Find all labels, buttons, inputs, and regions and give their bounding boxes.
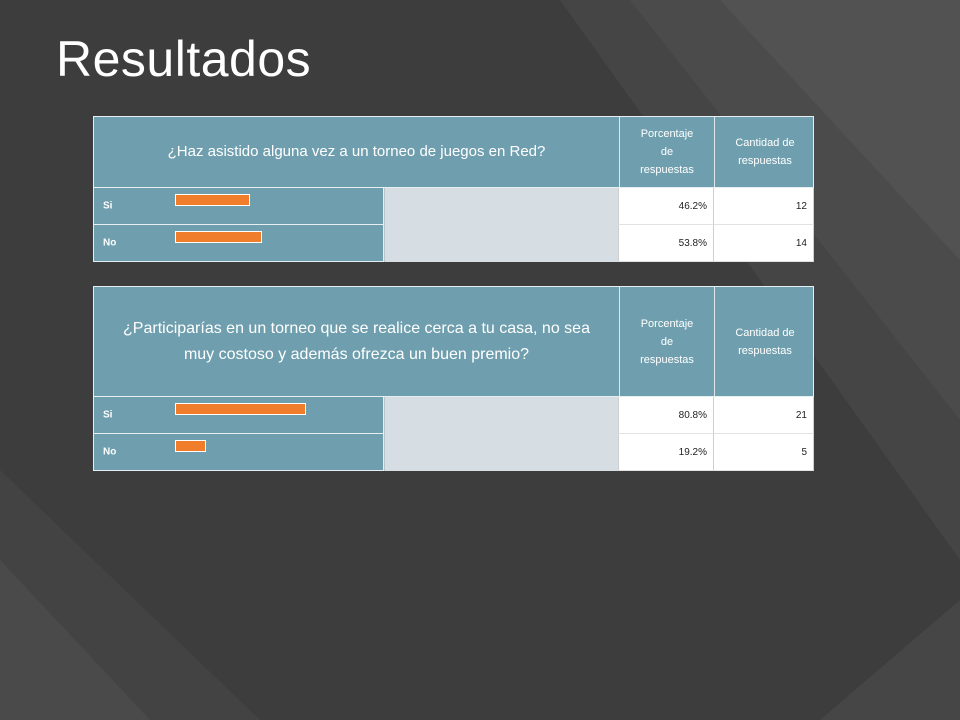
column-header-percentage: Porcentaje de respuestas	[619, 287, 715, 396]
percentage-value: 19.2%	[618, 434, 714, 471]
count-value: 21	[714, 397, 814, 434]
count-value: 14	[714, 225, 814, 262]
column-header-count: Cantidad de respuestas	[735, 326, 795, 357]
percentage-value: 46.2%	[618, 188, 714, 225]
response-bar	[175, 403, 306, 415]
count-value: 12	[714, 188, 814, 225]
slide-title: Resultados	[56, 31, 312, 87]
answer-row: No 53.8% 14	[93, 225, 814, 262]
survey-table-1: ¿Haz asistido alguna vez a un torneo de …	[93, 116, 814, 262]
response-bar	[175, 194, 250, 206]
answer-label: No	[103, 446, 117, 458]
question-text: ¿Participarías en un torneo que se reali…	[123, 319, 590, 363]
percentage-value: 80.8%	[618, 397, 714, 434]
answer-row: Si 80.8% 21	[93, 397, 814, 434]
answer-label: Si	[103, 409, 113, 421]
question-text: ¿Haz asistido alguna vez a un torneo de …	[167, 143, 546, 160]
survey-table-2: ¿Participarías en un torneo que se reali…	[93, 286, 814, 471]
survey-header: ¿Haz asistido alguna vez a un torneo de …	[93, 116, 814, 188]
percentage-value: 53.8%	[618, 225, 714, 262]
answer-row: No 19.2% 5	[93, 434, 814, 471]
answer-row: Si 46.2% 12	[93, 188, 814, 225]
answer-label: No	[103, 237, 117, 249]
count-value: 5	[714, 434, 814, 471]
column-header-percentage: Porcentaje de respuestas	[619, 117, 715, 187]
survey-header: ¿Participarías en un torneo que se reali…	[93, 286, 814, 397]
column-header-count: Cantidad de respuestas	[735, 137, 795, 167]
response-bar	[175, 231, 263, 243]
answer-label: Si	[103, 200, 113, 212]
response-bar	[175, 440, 207, 452]
